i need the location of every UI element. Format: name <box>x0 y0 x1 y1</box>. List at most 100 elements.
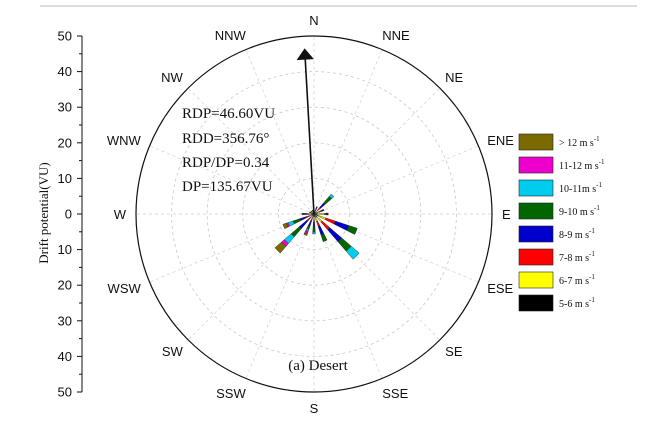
y-tick-label: 20 <box>58 278 72 293</box>
legend-label: 5-6 m s-1 <box>559 296 595 310</box>
y-tick-label: 40 <box>58 64 72 79</box>
bar-ese-9-10-m-s-1 <box>346 225 358 235</box>
bar-nne-9-10-m-s-1 <box>315 206 318 208</box>
bar-se-7-8-m-s-1 <box>320 220 330 230</box>
direction-label-wnw: WNW <box>107 133 142 148</box>
bar-w-6-7-m-s-1 <box>309 213 312 215</box>
bar-e-7-8-m-s-1 <box>324 212 327 216</box>
legend-label: 9-10 m s-1 <box>559 204 600 218</box>
bar-ese-7-8-m-s-1 <box>324 217 336 225</box>
legend-label-superscript: -1 <box>589 296 595 304</box>
direction-label-ne: NE <box>445 70 463 85</box>
direction-label-ssw: SSW <box>216 386 246 401</box>
direction-label-e: E <box>502 207 511 222</box>
bar-nnw-9-10-m-s-1 <box>311 209 314 211</box>
stat-dp: DP=135.67VU <box>182 179 273 195</box>
arrow-shaft <box>304 57 315 215</box>
bar-w-8-9-m-s-1 <box>305 213 309 215</box>
direction-label-wsw: WSW <box>108 281 142 296</box>
bar-wsw-8-9-m-s-1 <box>299 216 307 221</box>
direction-label-sse: SSE <box>382 386 408 401</box>
stat-rdp: RDP=46.60VU <box>182 106 275 122</box>
resultant-arrow <box>296 48 315 215</box>
stat-rdp-dp: RDP/DP=0.34 <box>182 155 270 171</box>
bar-wnw-9-10-m-s-1 <box>309 211 311 213</box>
bar-s-6-7-m-s-1 <box>313 216 315 220</box>
stat-rdd: RDD=356.76° <box>182 131 269 147</box>
y-tick-label: 30 <box>58 313 72 328</box>
legend-label-superscript: -1 <box>589 273 595 281</box>
bar-sw-8-9-m-s-1 <box>298 219 309 230</box>
bar-ese-8-9-m-s-1 <box>333 220 350 231</box>
y-tick-label: 10 <box>58 171 72 186</box>
direction-label-w: W <box>114 207 127 222</box>
direction-gridline <box>313 87 441 215</box>
legend-swatch <box>518 202 554 220</box>
bar-w-7-8-m-s-1 <box>308 213 310 215</box>
legend-swatch <box>518 271 554 289</box>
bar-s-8-9-m-s-1 <box>312 222 316 228</box>
bar-ssw-8-9-m-s-1 <box>307 220 312 227</box>
y-tick-label: 0 <box>65 207 72 222</box>
grid-ring <box>277 177 350 250</box>
bar-e-9-10-m-s-1 <box>327 212 329 216</box>
legend-swatch <box>518 133 554 151</box>
legend-label: 7-8 m s-1 <box>559 250 595 264</box>
bar-sw--12-m-s-1 <box>274 241 287 254</box>
legend-label: 8-9 m s-1 <box>559 227 595 241</box>
direction-label-sw: SW <box>162 344 184 359</box>
direction-label-n: N <box>309 13 318 28</box>
direction-label-nnw: NNW <box>215 28 247 43</box>
bar-wsw-9-10-m-s-1 <box>292 218 301 225</box>
bar-ene-9-10-m-s-1 <box>322 208 325 212</box>
y-tick-label: 20 <box>58 135 72 150</box>
direction-gridline <box>245 213 315 379</box>
y-axis-label: Drift potential(VU) <box>36 162 51 263</box>
bar-s-10-11m-s-1 <box>312 231 316 235</box>
legend-label-superscript: -1 <box>594 135 600 143</box>
direction-labels: N NNE NE ENE E ESE SE SSE S SSW SW WSW W WNW NW NNW <box>107 13 514 416</box>
legend-label: 10-11m s-1 <box>559 181 602 195</box>
bar-w-9-10-m-s-1 <box>304 213 307 215</box>
grid-ring <box>206 106 422 322</box>
radial-gridlines <box>135 35 493 393</box>
grid-ring <box>171 71 457 357</box>
legend-swatch <box>518 294 554 312</box>
y-tick-label: 40 <box>58 349 72 364</box>
legend-label-superscript: -1 <box>594 204 600 212</box>
direction-gridline <box>313 49 383 215</box>
direction-label-se: SE <box>445 344 463 359</box>
arrow-head <box>296 48 314 61</box>
y-tick-label: 50 <box>58 385 72 400</box>
bar-wsw-7-8-m-s-1 <box>305 215 310 219</box>
legend-label-superscript: -1 <box>589 227 595 235</box>
outer-ring <box>135 35 493 393</box>
legend-label-superscript: -1 <box>589 250 595 258</box>
legend-label-superscript: -1 <box>599 158 605 166</box>
legend-label: 11-12 m s-1 <box>559 158 605 172</box>
bars-group <box>274 193 360 260</box>
bar-s-7-8-m-s-1 <box>313 219 315 223</box>
bar-ssw--12-m-s-1 <box>303 232 308 236</box>
bar-sse-8-9-m-s-1 <box>317 225 325 236</box>
legend-swatch <box>518 225 554 243</box>
y-tick-label: 50 <box>58 29 72 44</box>
bar-wsw--12-m-s-1 <box>282 222 289 229</box>
legend-swatch <box>518 248 554 266</box>
direction-label-ese: ESE <box>487 281 513 296</box>
bar-se-8-9-m-s-1 <box>327 227 343 243</box>
y-tick-label: 30 <box>58 100 72 115</box>
bar-sse-7-8-m-s-1 <box>316 220 321 227</box>
direction-gridline <box>313 145 479 215</box>
bar-e-6-7-m-s-1 <box>317 213 325 215</box>
y-tick-label: 10 <box>58 242 72 257</box>
direction-label-nw: NW <box>161 70 183 85</box>
chart-caption: (a) Desert <box>288 358 348 374</box>
bar-se-10-11m-s-1 <box>345 245 360 260</box>
direction-label-s: S <box>310 401 319 416</box>
legend-label-superscript: -1 <box>596 181 602 189</box>
legend-label: 6-7 m s-1 <box>559 273 595 287</box>
y-axis-ticks: 50 40 30 20 10 0 10 20 30 40 50 <box>58 29 82 400</box>
grid-ring <box>242 142 386 286</box>
